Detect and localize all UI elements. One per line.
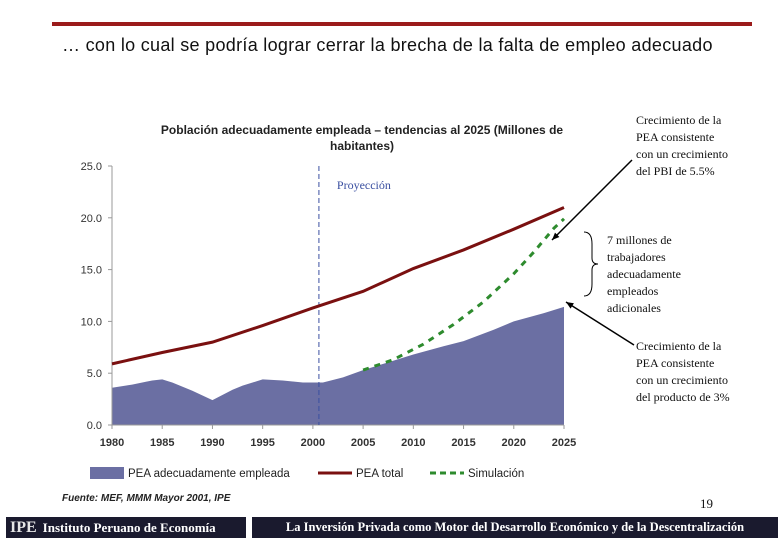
title-accent-bar — [52, 22, 752, 26]
legend-label-simulacion: Simulación — [468, 468, 524, 480]
ipe-logo: IPE Instituto Peruano de Economía — [6, 517, 246, 538]
annotation-lower: Crecimiento de la PEA consistente con un… — [636, 339, 730, 404]
y-tick-label: 0.0 — [87, 420, 102, 432]
annotation-upper: Crecimiento de la PEA consistente con un… — [636, 113, 728, 178]
slide-title: … con lo cual se podría lograr cerrar la… — [62, 35, 713, 55]
arrow-upper-head — [552, 232, 560, 240]
source-note: Fuente: MEF, MMM Mayor 2001, IPE — [62, 493, 231, 504]
x-tick-label: 2025 — [552, 437, 576, 449]
x-tick-label: 2020 — [502, 437, 526, 449]
y-tick-label: 10.0 — [81, 316, 102, 328]
page-number: 19 — [700, 496, 713, 511]
x-tick-label: 1985 — [150, 437, 174, 449]
arrow-lower-head — [566, 302, 574, 309]
x-tick-label: 2005 — [351, 437, 375, 449]
x-tick-label: 1995 — [250, 437, 274, 449]
x-tick-label: 1980 — [100, 437, 124, 449]
x-tick-label: 1990 — [200, 437, 224, 449]
ipe-logo-name: Instituto Peruano de Economía — [42, 520, 216, 535]
y-tick-label: 15.0 — [81, 265, 102, 277]
legend-swatch-area — [90, 467, 124, 479]
legend-label-pea-total: PEA total — [356, 468, 403, 480]
y-tick-label: 5.0 — [87, 368, 102, 380]
projection-label: Proyección — [337, 178, 391, 192]
arrow-lower — [565, 301, 635, 346]
x-tick-label: 2010 — [401, 437, 425, 449]
series-line-simulacion — [362, 217, 566, 372]
footer-title: La Inversión Privada como Motor del Desa… — [252, 517, 778, 538]
arrow-upper — [551, 159, 633, 241]
ipe-logo-abbr: IPE — [10, 519, 37, 536]
bracket-gap — [583, 231, 599, 297]
series-line-pea-total — [111, 206, 565, 366]
legend-label-area: PEA adecuadamente empleada — [128, 468, 290, 480]
x-tick-label: 2015 — [451, 437, 475, 449]
y-tick-label: 25.0 — [81, 161, 102, 173]
series-area-pea-adecuadamente-empleada — [112, 306, 564, 425]
annotation-middle: 7 millones de trabajadores adecuadamente… — [607, 233, 681, 315]
chart-title: Población adecuadamente empleada – tende… — [160, 123, 564, 153]
x-tick-label: 2000 — [301, 437, 325, 449]
y-tick-label: 20.0 — [81, 213, 102, 225]
